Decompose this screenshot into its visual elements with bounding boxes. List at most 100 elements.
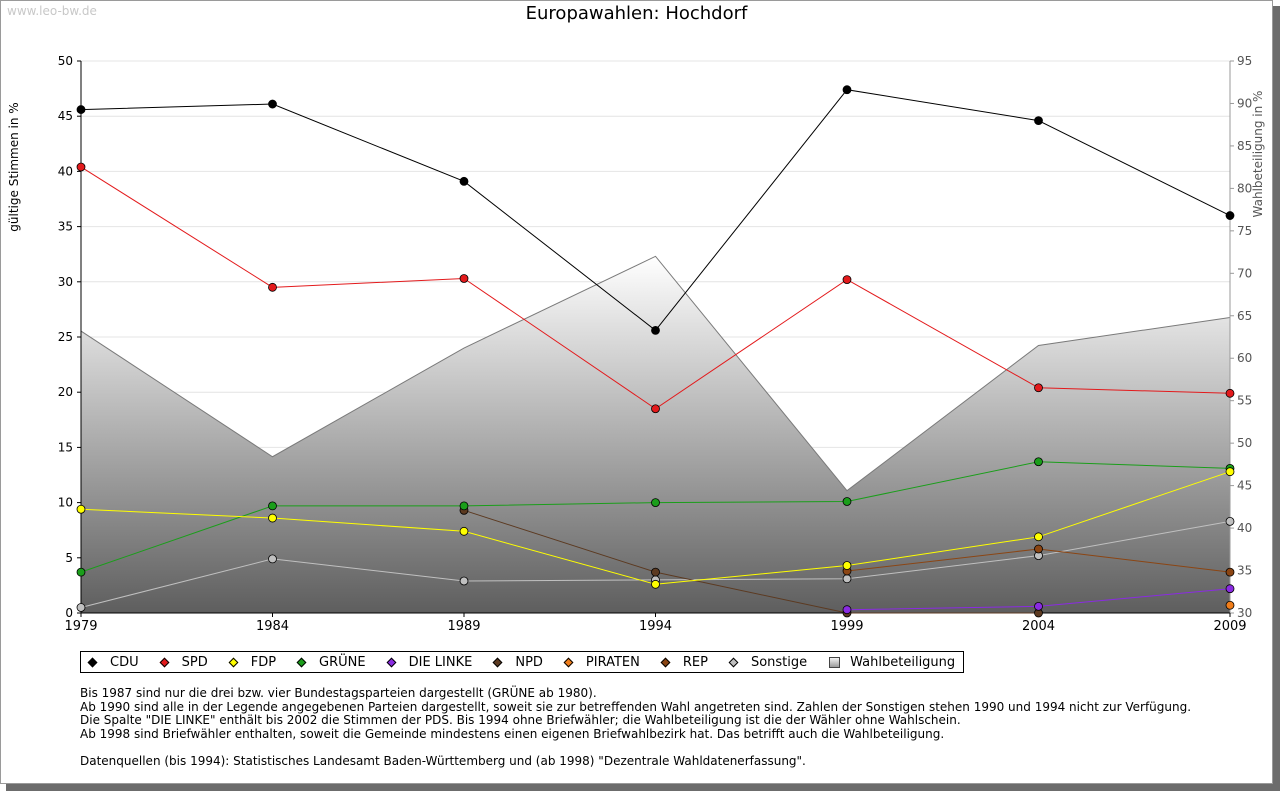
x-tick-label: 1994 <box>639 619 672 634</box>
y2-tick-label: 40 <box>1237 521 1252 535</box>
chart-svg: 0 5 10 15 20 25 30 35 40 45 50 30 35 40 45 50 55 60 65 70 75… <box>7 54 1265 634</box>
y-tick-label: 30 <box>58 275 73 289</box>
y-tick-label: 0 <box>65 606 73 620</box>
data-point-spd <box>76 162 86 172</box>
data-point-fdp <box>1034 532 1043 542</box>
data-point-sonstige <box>76 603 86 612</box>
x-tick-label: 1999 <box>830 619 863 634</box>
data-point-gr-ne <box>459 501 469 511</box>
y2-axis-title: Wahlbeteiligung in % <box>1251 91 1265 218</box>
data-point-cdu <box>1225 211 1235 220</box>
data-source: Datenquellen (bis 1994): Statistisches L… <box>80 753 806 768</box>
legend-item-die-linke: DIE LINKE <box>386 654 473 670</box>
legend-label: Wahlbeteiligung <box>850 654 956 670</box>
legend-label: SPD <box>181 654 208 670</box>
watermark: www.leo-bw.de <box>7 4 97 18</box>
footnote-line: Die Spalte "DIE LINKE" enthält bis 2002 … <box>80 713 961 727</box>
legend-marker <box>829 656 841 668</box>
data-point-npd <box>651 567 660 577</box>
legend-marker <box>296 657 307 667</box>
y-axis-title: gültige Stimmen in % <box>7 102 21 231</box>
y2-tick-label: 75 <box>1237 224 1252 238</box>
legend-item-piraten: PIRATEN <box>563 654 640 670</box>
legend-item-npd: NPD <box>492 655 543 670</box>
data-point-fdp <box>459 526 469 536</box>
legend-item-fdp: FDP <box>228 654 277 670</box>
legend-marker <box>159 657 170 667</box>
legend-label: PIRATEN <box>585 654 640 670</box>
data-point-spd <box>268 282 277 292</box>
y2-tick-label: 65 <box>1237 309 1252 323</box>
legend-label: DIE LINKE <box>408 654 473 670</box>
legend-label: REP <box>682 654 708 670</box>
data-point-gr-ne <box>268 501 277 511</box>
data-point-cdu <box>459 176 469 186</box>
data-point-gr-ne <box>1034 457 1043 467</box>
data-point-spd <box>842 275 852 284</box>
data-point-cdu <box>842 85 852 95</box>
legend-marker <box>87 657 98 667</box>
y2-tick-label: 85 <box>1237 139 1252 153</box>
legend-marker <box>728 657 739 667</box>
legend-item-wahlbeteiligung: Wahlbeteiligung <box>829 655 955 670</box>
frame-shadow-right <box>1273 6 1280 791</box>
data-point-sonstige <box>842 574 852 584</box>
data-point-spd <box>1225 388 1235 398</box>
y-tick-label: 20 <box>58 385 73 399</box>
legend-marker <box>563 657 574 667</box>
y2-tick-label: 45 <box>1237 479 1252 493</box>
chart-title: Europawahlen: Hochdorf <box>525 3 748 24</box>
data-point-piraten <box>1225 600 1235 610</box>
footnotes: Bis 1987 sind nur die drei bzw. vier Bun… <box>80 686 1192 768</box>
series-line-npd <box>463 509 1039 614</box>
legend-item-cdu: CDU <box>87 654 139 670</box>
y-tick-label: 35 <box>58 220 73 234</box>
x-tick-label: 1989 <box>447 619 480 634</box>
data-point-rep <box>1034 544 1043 554</box>
y-tick-label: 15 <box>58 440 73 454</box>
legend-marker <box>660 657 671 667</box>
legend-marker <box>492 657 503 667</box>
y2-tick-label: 95 <box>1237 54 1252 68</box>
data-point-die-linke <box>842 605 852 615</box>
x-tick-label: 2009 <box>1213 619 1246 634</box>
legend: CDU SPD FDP GRÜNE DIE LINKE NPD PIRATEN REP Sons… <box>80 651 965 673</box>
turnout-line <box>80 255 1231 492</box>
data-point-cdu <box>1034 116 1043 126</box>
footnote-line: Ab 1998 sind Briefwähler enthalten, sowe… <box>80 726 945 741</box>
data-point-sonstige <box>1225 516 1235 526</box>
data-point-spd <box>1034 383 1043 393</box>
data-point-fdp <box>842 561 852 570</box>
data-point-sonstige <box>268 554 277 564</box>
data-point-cdu <box>76 105 86 114</box>
y2-tick-label: 30 <box>1237 606 1252 620</box>
y2-tick-label: 50 <box>1237 436 1252 450</box>
turnout-area <box>81 256 1230 613</box>
footnote-line: Bis 1987 sind nur die drei bzw. vier Bun… <box>80 686 597 700</box>
y-tick-label: 5 <box>65 551 73 565</box>
y2-tick-label: 90 <box>1237 96 1252 110</box>
legend-label: FDP <box>250 654 277 670</box>
data-point-sonstige <box>459 576 469 586</box>
legend-item-sonstige: Sonstige <box>728 655 807 670</box>
y-tick-label: 40 <box>58 164 73 178</box>
legend-marker <box>228 657 239 667</box>
data-point-fdp <box>651 579 660 589</box>
legend-label: CDU <box>110 654 139 670</box>
legend-item-spd: SPD <box>159 654 208 670</box>
x-tick-label: 1979 <box>64 619 97 634</box>
data-point-gr-ne <box>842 497 852 506</box>
data-point-gr-ne <box>651 498 660 508</box>
legend-item-gr-ne: GRÜNE <box>296 654 366 670</box>
y2-tick-label: 55 <box>1237 394 1252 408</box>
data-point-die-linke <box>1034 601 1043 611</box>
y-tick-label: 50 <box>58 54 73 68</box>
data-point-fdp <box>76 504 86 514</box>
data-point-gr-ne <box>76 567 86 577</box>
legend-label: GRÜNE <box>319 654 366 670</box>
y-tick-label: 45 <box>58 109 73 123</box>
footnote-line: Ab 1990 sind alle in der Legende angegeb… <box>80 699 1192 714</box>
data-point-cdu <box>268 99 277 109</box>
data-point-rep <box>1225 567 1235 577</box>
legend-marker <box>386 657 397 667</box>
